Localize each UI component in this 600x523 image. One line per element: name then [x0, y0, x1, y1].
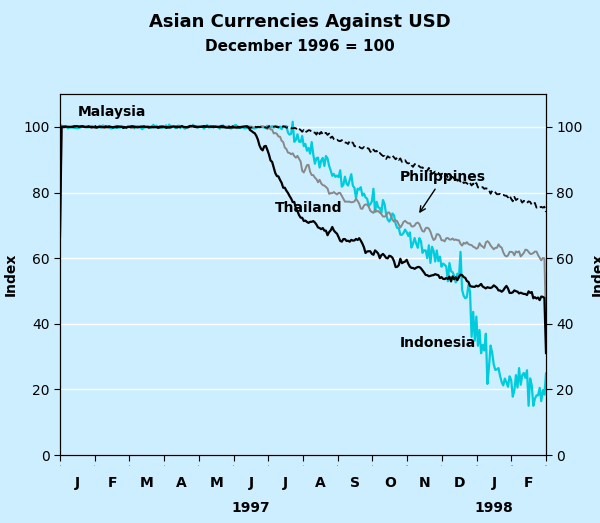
Text: Indonesia: Indonesia	[400, 336, 476, 350]
Thailand	[383, 255, 390, 261]
Thailand	[210, 123, 217, 130]
Text: Thailand: Thailand	[275, 201, 343, 215]
Text: A: A	[176, 476, 187, 491]
Indonesia	[362, 195, 369, 201]
Text: J: J	[75, 476, 80, 491]
Thailand	[362, 250, 369, 256]
Line: Philippines: Philippines	[60, 126, 546, 323]
Philippines	[259, 123, 266, 129]
Text: S: S	[350, 476, 360, 491]
Malaysia	[91, 122, 98, 129]
Text: December 1996 = 100: December 1996 = 100	[205, 39, 395, 54]
Philippines	[177, 124, 184, 130]
Text: Malaysia: Malaysia	[77, 105, 146, 119]
Text: 1998: 1998	[475, 501, 514, 515]
Indonesia	[56, 122, 64, 128]
Text: O: O	[384, 476, 396, 491]
Thailand	[56, 233, 64, 240]
Philippines	[208, 124, 215, 130]
Indonesia	[465, 282, 472, 288]
Text: M: M	[140, 476, 154, 491]
Thailand	[186, 123, 193, 129]
Malaysia	[542, 209, 550, 215]
Text: F: F	[107, 476, 117, 491]
Text: J: J	[283, 476, 288, 491]
Line: Indonesia: Indonesia	[60, 122, 546, 406]
Malaysia	[346, 138, 353, 144]
Indonesia	[542, 370, 550, 377]
Malaysia	[178, 124, 185, 131]
Text: Philippines: Philippines	[400, 170, 486, 212]
Text: M: M	[209, 476, 223, 491]
Y-axis label: Index: Index	[4, 253, 17, 296]
Philippines	[383, 212, 390, 219]
Indonesia	[383, 211, 390, 217]
Text: J: J	[491, 476, 496, 491]
Indonesia	[289, 119, 296, 125]
Text: 1997: 1997	[232, 501, 270, 515]
Line: Thailand: Thailand	[60, 126, 546, 353]
Malaysia	[56, 124, 64, 130]
Text: F: F	[524, 476, 533, 491]
Malaysia	[210, 124, 217, 130]
Text: N: N	[419, 476, 430, 491]
Philippines	[465, 241, 472, 247]
Text: J: J	[248, 476, 253, 491]
Text: A: A	[315, 476, 326, 491]
Text: Asian Currencies Against USD: Asian Currencies Against USD	[149, 13, 451, 31]
Indonesia	[346, 177, 353, 183]
Philippines	[362, 201, 369, 208]
Malaysia	[362, 145, 369, 151]
Text: D: D	[454, 476, 465, 491]
Indonesia	[177, 125, 184, 131]
Philippines	[56, 233, 64, 240]
Thailand	[542, 350, 550, 356]
Malaysia	[383, 156, 390, 162]
Indonesia	[208, 124, 215, 130]
Thailand	[465, 279, 472, 285]
Thailand	[346, 238, 353, 245]
Malaysia	[465, 181, 472, 188]
Y-axis label: Index: Index	[591, 253, 600, 296]
Line: Malaysia: Malaysia	[60, 126, 546, 212]
Philippines	[346, 199, 353, 205]
Philippines	[542, 320, 550, 326]
Thailand	[177, 123, 184, 130]
Indonesia	[525, 403, 532, 409]
